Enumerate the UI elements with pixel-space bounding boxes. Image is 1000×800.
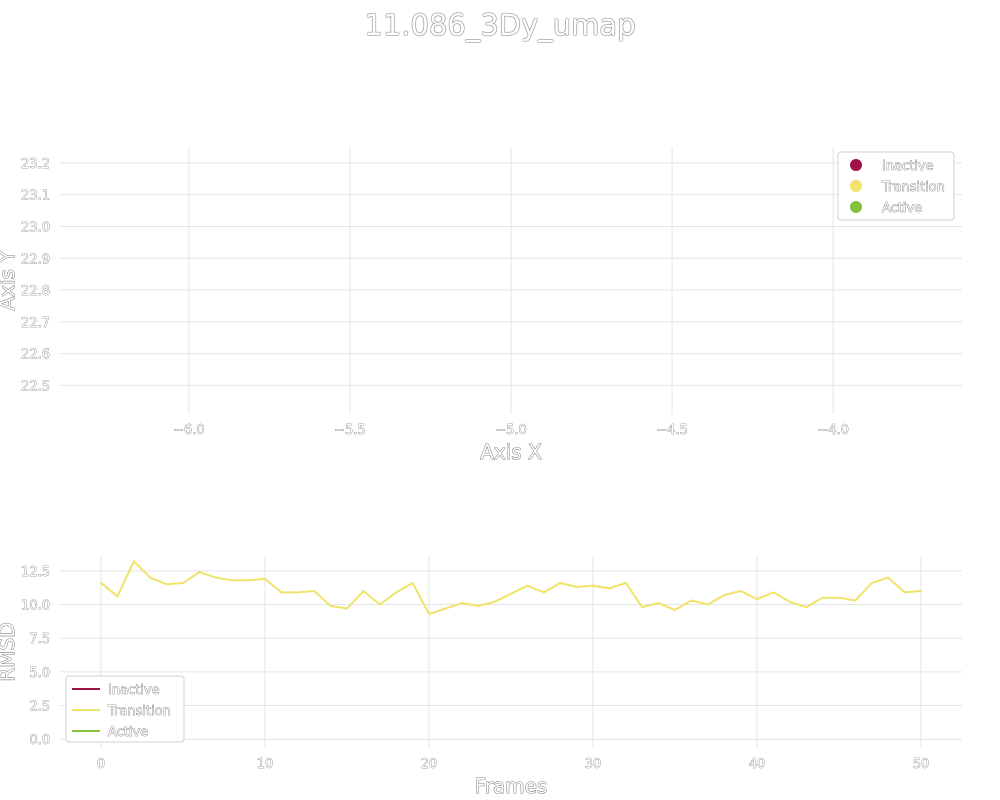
rmsd-data-point xyxy=(657,602,660,605)
rmsd-data-point xyxy=(477,604,480,607)
rmsd-legend-label-active: Active xyxy=(108,725,148,740)
rmsd-data-point xyxy=(559,581,562,584)
rmsd-data-point xyxy=(920,590,922,593)
rmsd-data-point xyxy=(411,581,414,584)
rmsd-data-point xyxy=(247,579,250,582)
rmsd-y-tick-label: 2.5 xyxy=(29,700,50,715)
rmsd-data-point xyxy=(444,607,447,610)
rmsd-legend-label-inactive: Inactive xyxy=(108,683,160,698)
scatter-legend-label-inactive: Inactive xyxy=(882,159,934,174)
rmsd-data-point xyxy=(690,599,693,602)
rmsd-data-point xyxy=(575,585,578,588)
rmsd-data-point xyxy=(428,612,430,615)
rmsd-y-axis-label: RMSD xyxy=(0,622,19,681)
scatter-legend-box xyxy=(837,151,955,221)
rmsd-data-point xyxy=(821,596,824,599)
scatter-legend-marker-active xyxy=(850,201,862,213)
rmsd-data-point xyxy=(116,595,119,598)
rmsd-x-tick-label: 20 xyxy=(421,757,438,772)
rmsd-data-point xyxy=(149,576,152,579)
rmsd-data-point xyxy=(756,598,758,601)
scatter-x-tick-label: −6.0 xyxy=(173,423,205,438)
scatter-y-tick-label: 22.5 xyxy=(21,379,50,394)
rmsd-data-point xyxy=(510,592,512,595)
scatter-legend-marker-inactive xyxy=(850,159,862,171)
rmsd-data-point xyxy=(674,608,676,611)
rmsd-data-point xyxy=(329,604,332,607)
rmsd-legend: Inactive Transition Active xyxy=(65,675,185,743)
rmsd-data-point xyxy=(378,603,381,606)
scatter-x-tick-label: −5.5 xyxy=(334,423,366,438)
rmsd-data-point xyxy=(182,581,184,584)
rmsd-data-point xyxy=(346,607,348,610)
rmsd-data-point xyxy=(132,560,135,563)
scatter-legend-label-active: Active xyxy=(882,201,922,216)
rmsd-data-point xyxy=(723,594,726,597)
rmsd-y-tick-label: 12.5 xyxy=(21,565,50,580)
rmsd-data-point xyxy=(165,583,168,586)
rmsd-data-point xyxy=(624,581,627,584)
rmsd-data-point xyxy=(608,587,611,590)
rmsd-y-tick-label: 10.0 xyxy=(21,599,50,614)
scatter-x-tick-label: −4.5 xyxy=(656,423,688,438)
rmsd-legend-label-transition: Transition xyxy=(107,704,171,719)
rmsd-data-point xyxy=(100,581,102,584)
rmsd-x-tick-label: 0 xyxy=(97,757,105,772)
rmsd-data-point xyxy=(264,577,266,580)
rmsd-data-point xyxy=(870,581,873,584)
rmsd-data-point xyxy=(231,579,234,582)
chart-title: 11.086_3Dy_umap xyxy=(364,8,636,42)
scatter-y-tick-label: 22.6 xyxy=(21,348,50,363)
rmsd-x-tick-label: 40 xyxy=(749,757,766,772)
rmsd-data-point xyxy=(739,590,742,593)
rmsd-data-point xyxy=(805,606,808,609)
rmsd-x-axis-label: Frames xyxy=(475,774,548,798)
rmsd-data-point xyxy=(838,596,840,599)
scatter-y-tick-label: 22.8 xyxy=(21,284,50,299)
scatter-y-tick-label: 23.2 xyxy=(21,157,50,172)
rmsd-data-point xyxy=(198,571,201,574)
rmsd-data-point xyxy=(313,590,316,593)
rmsd-data-point xyxy=(706,603,709,606)
scatter-y-axis-label: Axis Y xyxy=(0,250,19,311)
rmsd-data-point xyxy=(903,591,906,594)
scatter-x-tick-label: −5.0 xyxy=(495,423,527,438)
rmsd-data-point xyxy=(542,591,545,594)
rmsd-data-point xyxy=(526,584,529,587)
rmsd-data-point xyxy=(592,584,594,587)
rmsd-data-point xyxy=(854,599,857,602)
scatter-y-tick-label: 23.1 xyxy=(21,189,50,204)
rmsd-data-point xyxy=(214,576,217,579)
rmsd-data-point xyxy=(788,600,791,603)
rmsd-line-plot-panel: 0 10 20 30 40 50 0.0 2.5 5.0 7.5 10.0 12.5 Frames RMS… xyxy=(0,556,962,798)
rmsd-x-tick-label: 50 xyxy=(913,757,930,772)
rmsd-data-point xyxy=(772,591,775,594)
scatter-y-tick-label: 23.0 xyxy=(21,220,50,235)
rmsd-data-point xyxy=(296,591,299,594)
scatter-legend-marker-transition xyxy=(850,180,862,192)
scatter-legend: Inactive Transition Active xyxy=(837,151,955,221)
rmsd-y-tick-label: 7.5 xyxy=(29,632,50,647)
scatter-legend-label-transition: Transition xyxy=(881,180,945,195)
rmsd-x-tick-label: 10 xyxy=(257,757,274,772)
scatter-y-tick-label: 22.7 xyxy=(21,316,50,331)
rmsd-data-point xyxy=(460,602,463,605)
rmsd-data-point xyxy=(395,591,398,594)
rmsd-data-point xyxy=(362,590,365,593)
scatter-x-axis-label: Axis X xyxy=(480,440,542,464)
rmsd-series-line-transition xyxy=(100,560,922,615)
rmsd-y-tick-label: 5.0 xyxy=(29,666,50,681)
rmsd-legend-box xyxy=(65,675,185,743)
scatter-x-tick-label: −4.0 xyxy=(817,423,849,438)
rmsd-data-point xyxy=(641,606,644,609)
scatter-plot-panel: −6.0 −5.5 −5.0 −4.5 −4.0 22.5 22.6 22.7 22.8 22.9… xyxy=(0,147,962,464)
rmsd-y-tick-label: 0.0 xyxy=(29,733,50,748)
rmsd-data-point xyxy=(887,576,890,579)
rmsd-data-point xyxy=(280,591,283,594)
rmsd-x-tick-label: 30 xyxy=(585,757,602,772)
scatter-y-tick-label: 22.9 xyxy=(21,252,50,267)
rmsd-data-point xyxy=(493,600,496,603)
